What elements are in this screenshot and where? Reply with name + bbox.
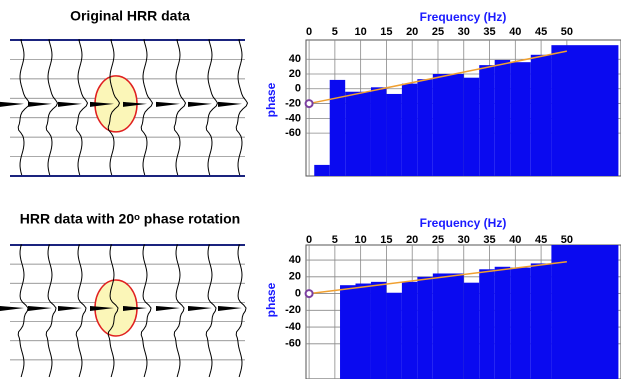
panel-title: HRR data with 20ᵒ phase rotation (20, 211, 240, 227)
wavelet (188, 102, 212, 107)
bar (495, 60, 510, 176)
bar (510, 62, 531, 176)
x-tick-label: 30 (458, 234, 470, 246)
wavelet (0, 102, 24, 107)
y-tick-label: -20 (285, 97, 301, 109)
bar (417, 79, 432, 176)
x-tick-label: 0 (306, 26, 312, 38)
trace (236, 245, 246, 377)
bar (495, 267, 510, 379)
y-axis-label: phase (264, 82, 278, 117)
bar (510, 268, 531, 379)
x-tick-label: 15 (380, 26, 392, 38)
bar (402, 84, 417, 176)
x-tick-label: 0 (306, 234, 312, 246)
wavelet (28, 102, 52, 107)
bar (551, 245, 618, 379)
y-tick-label: 20 (289, 68, 301, 80)
x-tick-label: 45 (535, 234, 547, 246)
x-tick-label: 35 (483, 234, 495, 246)
bar (531, 55, 552, 176)
trace (174, 245, 184, 377)
bar (433, 74, 464, 176)
y-tick-label: 40 (289, 53, 301, 65)
y-tick-label: -60 (285, 338, 301, 350)
x-tick-label: 40 (509, 234, 521, 246)
bar (355, 284, 370, 379)
y-tick-label: -40 (285, 112, 301, 124)
x-tick-label: 50 (561, 26, 573, 38)
bar (386, 94, 401, 176)
bar (340, 285, 355, 379)
wavelet (28, 306, 52, 311)
trace (76, 40, 87, 175)
wavelet (58, 102, 82, 107)
y-axis-label: phase (264, 282, 278, 317)
x-tick-label: 25 (432, 234, 444, 246)
y-tick-label: 20 (289, 271, 301, 283)
trace (174, 40, 185, 175)
y-tick-label: -60 (285, 127, 301, 139)
fit-start (306, 100, 313, 107)
x-tick-label: 50 (561, 234, 573, 246)
x-tick-label: 45 (535, 26, 547, 38)
bar (551, 45, 618, 176)
wavelet (218, 102, 242, 107)
bar (314, 165, 329, 176)
bar (433, 273, 464, 379)
x-tick-label: 20 (406, 26, 418, 38)
trace (141, 40, 152, 175)
trace (236, 40, 247, 175)
y-tick-label: 0 (295, 83, 301, 95)
trace (206, 40, 217, 175)
bar (464, 283, 479, 379)
wavelet (218, 306, 242, 311)
bar (402, 282, 417, 379)
panel-title: Original HRR data (70, 8, 190, 24)
trace (18, 245, 28, 377)
x-tick-label: 30 (458, 26, 470, 38)
bar (371, 282, 386, 379)
trace (46, 40, 57, 175)
trace (18, 40, 29, 175)
wavelet (0, 306, 24, 311)
wavelet (156, 306, 180, 311)
x-tick-label: 25 (432, 26, 444, 38)
x-tick-label: 15 (380, 234, 392, 246)
wavelet (156, 102, 180, 107)
y-tick-label: -20 (285, 304, 301, 316)
bar (371, 87, 386, 176)
trace (46, 245, 56, 377)
x-tick-label: 10 (355, 26, 367, 38)
y-tick-label: -40 (285, 321, 301, 333)
chart-title: Frequency (Hz) (420, 10, 507, 24)
wavelet (58, 306, 82, 311)
bar (417, 277, 432, 379)
x-tick-label: 10 (355, 234, 367, 246)
bar (531, 263, 552, 379)
figure: Original HRR data HRR data with 20ᵒ phas… (0, 0, 621, 379)
bar (464, 78, 479, 176)
x-tick-label: 20 (406, 234, 418, 246)
y-tick-label: 0 (295, 287, 301, 299)
x-tick-label: 40 (509, 26, 521, 38)
bar (386, 293, 401, 379)
bar (345, 92, 371, 176)
fit-start (306, 290, 313, 297)
x-tick-label: 35 (483, 26, 495, 38)
bar (479, 269, 494, 379)
chart-title: Frequency (Hz) (420, 216, 507, 230)
x-tick-label: 5 (332, 234, 338, 246)
bar (330, 80, 345, 176)
trace (76, 245, 86, 377)
x-tick-label: 5 (332, 26, 338, 38)
trace (206, 245, 216, 377)
bar (479, 65, 494, 176)
trace (141, 245, 151, 377)
wavelet (188, 306, 212, 311)
y-tick-label: 40 (289, 254, 301, 266)
